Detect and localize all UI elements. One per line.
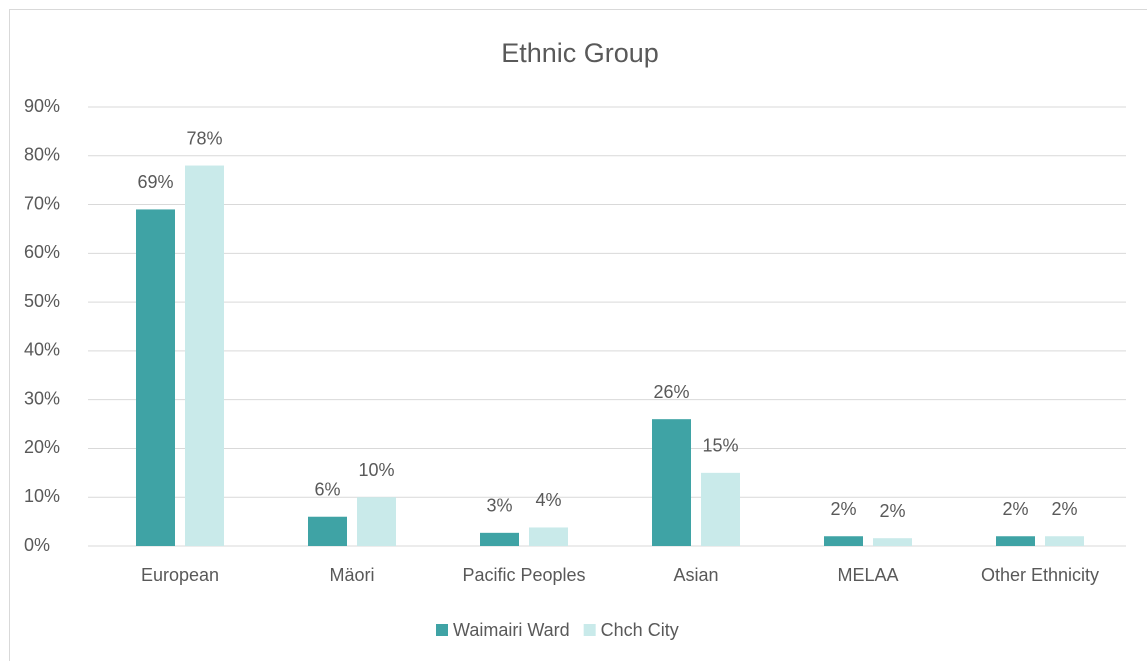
x-tick-label: Other Ethnicity	[981, 565, 1099, 585]
y-tick-label: 60%	[24, 242, 60, 262]
y-tick-label: 40%	[24, 340, 60, 360]
value-label: 2%	[1051, 499, 1077, 519]
bar	[357, 497, 396, 546]
bar	[996, 536, 1035, 546]
x-tick-label: Pacific Peoples	[462, 565, 585, 585]
bar	[873, 538, 912, 546]
bar	[529, 527, 568, 546]
value-label: 6%	[314, 479, 340, 499]
legend-label: Chch City	[601, 620, 679, 640]
x-tick-label: Mäori	[329, 565, 374, 585]
bar	[185, 165, 224, 547]
bar	[824, 536, 863, 546]
value-label: 69%	[137, 172, 173, 192]
x-tick-label: MELAA	[837, 565, 898, 585]
bar	[1045, 536, 1084, 546]
bar	[652, 419, 691, 546]
legend-swatch	[436, 624, 448, 636]
value-label: 3%	[486, 496, 512, 516]
y-tick-label: 70%	[24, 193, 60, 213]
y-tick-label: 30%	[24, 388, 60, 408]
chart-title: Ethnic Group	[501, 38, 659, 68]
bar	[701, 472, 740, 546]
value-label: 78%	[186, 128, 222, 148]
bar	[308, 516, 347, 546]
x-tick-label: European	[141, 565, 219, 585]
y-tick-label: 20%	[24, 437, 60, 457]
y-tick-label: 90%	[24, 96, 60, 116]
y-tick-label: 0%	[24, 535, 50, 555]
x-tick-label: Asian	[673, 565, 718, 585]
legend-swatch	[583, 624, 596, 636]
bar	[480, 532, 519, 546]
legend-label: Waimairi Ward	[453, 620, 570, 640]
bar	[136, 209, 175, 546]
value-label: 2%	[1002, 499, 1028, 519]
value-label: 2%	[879, 501, 905, 521]
value-label: 4%	[535, 490, 561, 510]
value-label: 10%	[358, 460, 394, 480]
y-tick-label: 50%	[24, 291, 60, 311]
value-label: 26%	[653, 382, 689, 402]
y-tick-label: 10%	[24, 486, 60, 506]
y-tick-label: 80%	[24, 145, 60, 165]
value-label: 15%	[702, 436, 738, 456]
value-label: 2%	[830, 499, 856, 519]
